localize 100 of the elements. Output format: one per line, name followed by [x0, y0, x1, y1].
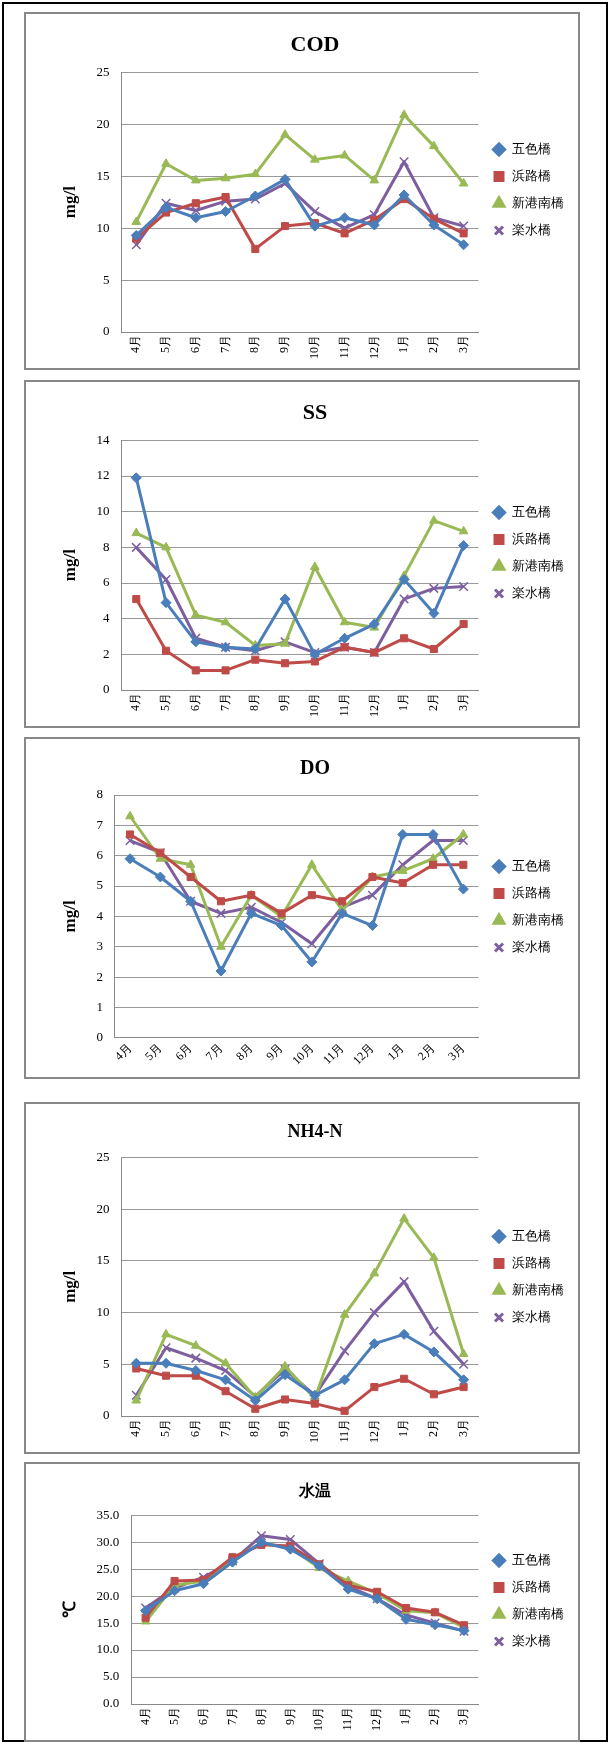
x-tick-label: 11月 — [340, 1707, 355, 1731]
y-tick-label: 5 — [96, 877, 103, 893]
x-tick-label: 9月 — [277, 693, 292, 711]
x-tick-label: 2月 — [414, 1040, 438, 1064]
y-tick-label: 0 — [102, 681, 110, 697]
x-tick-label: 9月 — [282, 1707, 297, 1725]
x-tick-label: 4月 — [128, 1419, 143, 1437]
legend-label: 楽水橋 — [512, 584, 551, 600]
y-tick-label: 10 — [96, 1304, 110, 1320]
x-tick-label: 3月 — [455, 1419, 470, 1437]
x-tick-label: 3月 — [456, 1707, 471, 1725]
x-tick-label: 11月 — [336, 693, 351, 717]
y-tick-label: 5 — [102, 271, 110, 287]
x-tick-label: 1月 — [396, 335, 411, 353]
y-axis-title: ℃ — [59, 1601, 79, 1619]
y-axis-title: mg/l — [59, 185, 79, 219]
y-tick-label: 10 — [96, 503, 110, 519]
x-tick-label: 10月 — [306, 335, 321, 359]
x-tick-label: 11月 — [319, 1040, 347, 1067]
legend-label: 浜路橋 — [512, 1254, 551, 1270]
y-tick-label: 25.0 — [96, 1560, 120, 1576]
x-tick-label: 4月 — [128, 693, 143, 711]
y-axis-title: mg/l — [59, 548, 79, 582]
legend-label: 五色橋 — [512, 140, 551, 156]
legend-label: 新港南橋 — [512, 1281, 564, 1297]
y-tick-label: 0 — [96, 1029, 103, 1045]
x-tick-label: 9月 — [277, 335, 292, 353]
x-tick-label: 10月 — [306, 693, 321, 717]
x-tick-label: 1月 — [384, 1040, 408, 1064]
x-tick-label: 2月 — [426, 693, 441, 711]
x-tick-label: 8月 — [247, 693, 262, 711]
legend-label: 新港南橋 — [512, 911, 564, 927]
y-tick-label: 8 — [102, 538, 110, 554]
x-tick-label: 5月 — [142, 1040, 165, 1064]
legend-label: 五色橋 — [512, 857, 551, 873]
x-tick-label: 5月 — [158, 335, 173, 353]
y-tick-label: 2 — [96, 968, 103, 984]
y-tick-label: 20 — [96, 115, 110, 131]
x-tick-label: 3月 — [455, 335, 470, 353]
y-tick-label: 5 — [102, 1355, 110, 1371]
y-tick-label: 25 — [96, 63, 110, 79]
legend-label: 浜路橋 — [512, 167, 551, 183]
legend-label: 浜路橋 — [512, 1578, 551, 1594]
x-tick-label: 8月 — [247, 335, 262, 353]
y-tick-label: 3 — [96, 938, 103, 954]
y-tick-label: 0 — [102, 323, 110, 339]
x-tick-label: 1月 — [396, 1419, 411, 1437]
x-tick-label: 8月 — [253, 1707, 268, 1725]
y-axis-title: mg/l — [59, 1270, 79, 1303]
x-tick-label: 6月 — [187, 335, 202, 353]
x-tick-label: 7月 — [217, 335, 232, 353]
x-tick-label: 2月 — [426, 1419, 441, 1437]
x-tick-label: 8月 — [232, 1040, 256, 1064]
y-tick-label: 12 — [96, 467, 110, 483]
x-tick-label: 4月 — [111, 1040, 135, 1064]
x-tick-label: 10月 — [306, 1419, 321, 1443]
x-tick-label: 6月 — [195, 1707, 210, 1725]
chart-title: 水温 — [298, 1481, 331, 1499]
x-tick-label: 10月 — [289, 1040, 317, 1068]
x-tick-label: 8月 — [247, 1419, 262, 1437]
y-tick-label: 1 — [96, 998, 103, 1014]
chart-title: SS — [302, 398, 328, 424]
legend-label: 五色橋 — [512, 1551, 551, 1567]
y-tick-label: 0 — [102, 1407, 110, 1423]
x-tick-label: 7月 — [224, 1707, 239, 1725]
legend-label: 浜路橋 — [512, 530, 551, 546]
y-tick-label: 2 — [102, 645, 110, 661]
x-tick-label: 12月 — [349, 1040, 377, 1068]
x-tick-label: 5月 — [166, 1707, 181, 1725]
legend-label: 新港南橋 — [512, 557, 564, 573]
y-tick-label: 4 — [96, 907, 104, 923]
x-tick-label: 1月 — [396, 693, 411, 711]
y-tick-label: 15 — [96, 167, 110, 183]
x-tick-label: 12月 — [366, 335, 381, 359]
y-axis-title: mg/l — [59, 900, 79, 933]
legend-label: 五色橋 — [512, 503, 551, 519]
x-tick-label: 5月 — [158, 693, 173, 711]
y-tick-label: 10 — [96, 219, 110, 235]
x-tick-label: 5月 — [158, 1419, 173, 1437]
legend-label: 楽水橋 — [512, 221, 551, 237]
x-tick-label: 7月 — [202, 1040, 226, 1064]
x-tick-label: 12月 — [369, 1707, 384, 1731]
x-tick-label: 4月 — [128, 335, 143, 353]
chart-title: NH4-N — [287, 1121, 343, 1142]
y-tick-label: 7 — [96, 816, 104, 832]
x-tick-label: 6月 — [172, 1040, 195, 1064]
y-tick-label: 8 — [96, 786, 103, 802]
x-tick-label: 6月 — [187, 693, 202, 711]
y-tick-label: 14 — [96, 431, 110, 447]
x-tick-label: 11月 — [336, 1419, 351, 1443]
legend-label: 楽水橋 — [512, 1632, 551, 1648]
x-tick-label: 2月 — [426, 335, 441, 353]
chart-title: DO — [300, 756, 330, 779]
x-tick-label: 7月 — [217, 1419, 232, 1437]
y-tick-label: 35.0 — [96, 1506, 120, 1522]
y-tick-label: 15.0 — [96, 1614, 120, 1630]
y-tick-label: 6 — [96, 847, 104, 863]
y-tick-label: 4 — [102, 610, 110, 626]
legend-label: 新港南橋 — [512, 194, 564, 210]
y-tick-label: 10.0 — [96, 1641, 120, 1657]
